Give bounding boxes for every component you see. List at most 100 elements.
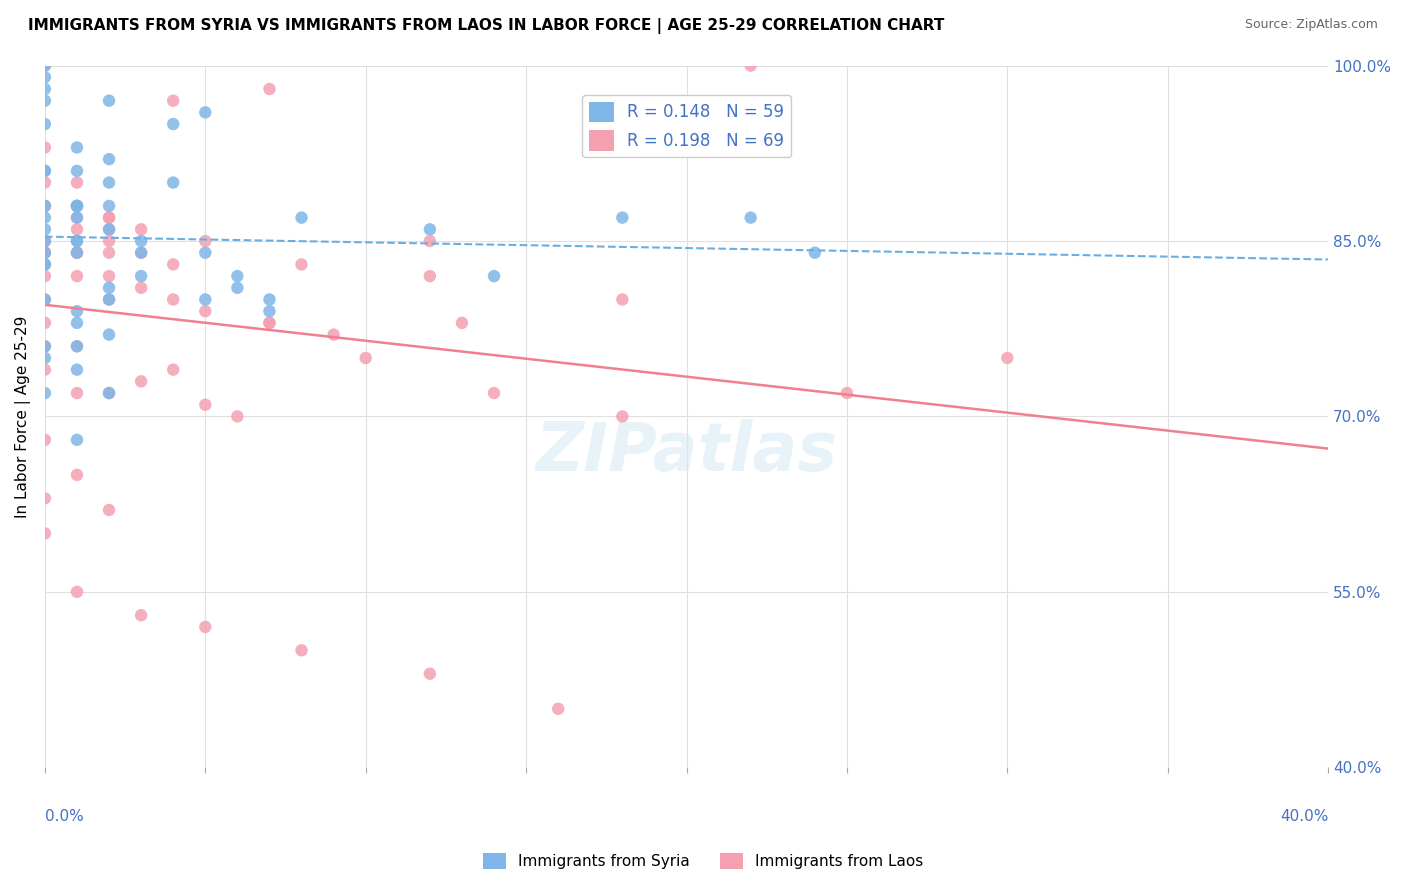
- Y-axis label: In Labor Force | Age 25-29: In Labor Force | Age 25-29: [15, 315, 31, 517]
- Point: [129, 375, 152, 389]
- Point: [34, 199, 56, 213]
- Point: [259, 316, 281, 330]
- Point: [66, 245, 89, 260]
- Point: [740, 211, 762, 225]
- Point: [66, 211, 89, 225]
- Point: [451, 316, 474, 330]
- Point: [98, 386, 121, 401]
- Point: [226, 269, 249, 284]
- Point: [162, 176, 184, 190]
- Point: [66, 176, 89, 190]
- Point: [129, 245, 152, 260]
- Point: [34, 164, 56, 178]
- Point: [98, 94, 121, 108]
- Point: [66, 199, 89, 213]
- Point: [129, 269, 152, 284]
- Point: [194, 304, 217, 318]
- Point: [34, 222, 56, 236]
- Text: Source: ZipAtlas.com: Source: ZipAtlas.com: [1244, 18, 1378, 31]
- Legend: R = 0.148   N = 59, R = 0.198   N = 69: R = 0.148 N = 59, R = 0.198 N = 69: [582, 95, 790, 157]
- Point: [194, 620, 217, 634]
- Point: [419, 234, 441, 248]
- Point: [995, 351, 1018, 365]
- Point: [322, 327, 344, 342]
- Point: [66, 304, 89, 318]
- Point: [34, 351, 56, 365]
- Point: [66, 433, 89, 447]
- Point: [66, 199, 89, 213]
- Point: [129, 234, 152, 248]
- Point: [34, 362, 56, 376]
- Point: [98, 222, 121, 236]
- Point: [290, 643, 312, 657]
- Point: [34, 245, 56, 260]
- Point: [66, 245, 89, 260]
- Point: [34, 140, 56, 154]
- Point: [194, 293, 217, 307]
- Point: [34, 269, 56, 284]
- Point: [259, 316, 281, 330]
- Point: [129, 608, 152, 623]
- Point: [482, 386, 505, 401]
- Point: [612, 293, 634, 307]
- Point: [612, 409, 634, 424]
- Legend: Immigrants from Syria, Immigrants from Laos: Immigrants from Syria, Immigrants from L…: [477, 847, 929, 875]
- Point: [98, 386, 121, 401]
- Point: [98, 293, 121, 307]
- Point: [34, 82, 56, 96]
- Point: [66, 339, 89, 353]
- Point: [34, 245, 56, 260]
- Point: [835, 386, 858, 401]
- Text: 0.0%: 0.0%: [45, 809, 83, 824]
- Point: [98, 222, 121, 236]
- Point: [98, 293, 121, 307]
- Point: [34, 234, 56, 248]
- Point: [290, 257, 312, 271]
- Point: [194, 398, 217, 412]
- Point: [66, 467, 89, 482]
- Point: [34, 70, 56, 85]
- Point: [34, 199, 56, 213]
- Point: [66, 234, 89, 248]
- Point: [34, 339, 56, 353]
- Point: [34, 59, 56, 73]
- Point: [66, 140, 89, 154]
- Point: [34, 245, 56, 260]
- Point: [34, 176, 56, 190]
- Point: [66, 585, 89, 599]
- Point: [34, 433, 56, 447]
- Point: [226, 409, 249, 424]
- Text: 40.0%: 40.0%: [1279, 809, 1329, 824]
- Point: [34, 293, 56, 307]
- Point: [66, 339, 89, 353]
- Point: [290, 211, 312, 225]
- Point: [98, 152, 121, 166]
- Point: [34, 234, 56, 248]
- Point: [612, 211, 634, 225]
- Point: [34, 234, 56, 248]
- Point: [34, 491, 56, 506]
- Point: [66, 164, 89, 178]
- Point: [66, 211, 89, 225]
- Point: [34, 257, 56, 271]
- Point: [804, 245, 827, 260]
- Point: [66, 362, 89, 376]
- Point: [66, 245, 89, 260]
- Point: [98, 269, 121, 284]
- Point: [98, 503, 121, 517]
- Point: [34, 211, 56, 225]
- Point: [66, 316, 89, 330]
- Point: [162, 257, 184, 271]
- Text: ZIPatlas: ZIPatlas: [536, 418, 838, 484]
- Point: [66, 269, 89, 284]
- Point: [162, 117, 184, 131]
- Point: [34, 386, 56, 401]
- Point: [259, 293, 281, 307]
- Point: [34, 339, 56, 353]
- Point: [194, 105, 217, 120]
- Point: [226, 281, 249, 295]
- Point: [34, 316, 56, 330]
- Point: [34, 59, 56, 73]
- Text: IMMIGRANTS FROM SYRIA VS IMMIGRANTS FROM LAOS IN LABOR FORCE | AGE 25-29 CORRELA: IMMIGRANTS FROM SYRIA VS IMMIGRANTS FROM…: [28, 18, 945, 34]
- Point: [162, 362, 184, 376]
